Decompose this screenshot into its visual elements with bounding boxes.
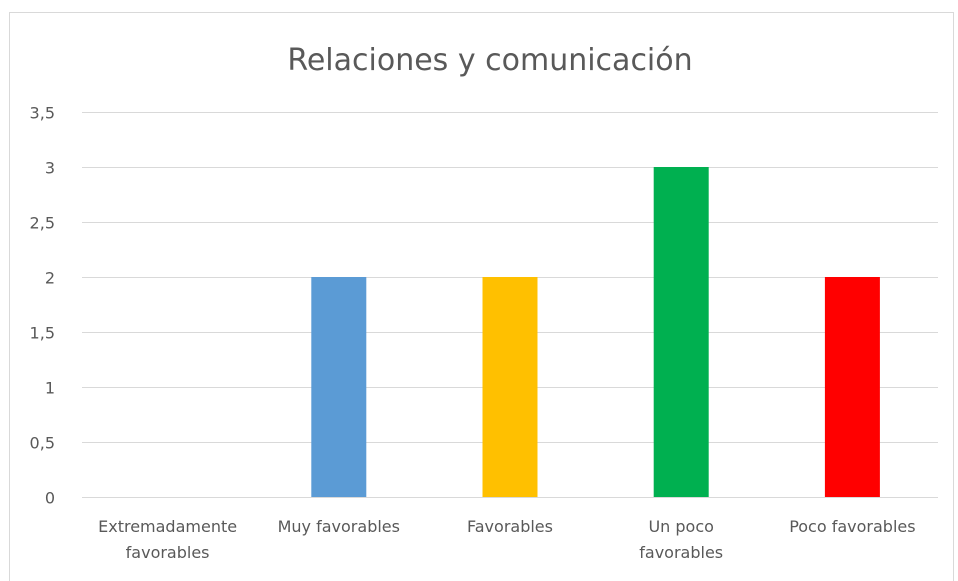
bars: [311, 167, 880, 497]
x-tick-label-line: Favorables: [467, 517, 553, 536]
x-tick-label-line: Poco favorables: [789, 517, 915, 536]
y-tick-label: 1: [45, 379, 55, 398]
y-tick-label: 3,5: [30, 104, 55, 123]
y-tick-label: 2: [45, 269, 55, 288]
chart-title: Relaciones y comunicación: [287, 43, 692, 78]
chart-border: [9, 12, 954, 581]
bar: [311, 277, 367, 497]
x-tick-label-line: favorables: [639, 543, 723, 562]
y-tick-label: 2,5: [30, 214, 55, 233]
x-tick-label: Un poco favorables: [639, 517, 723, 562]
x-tick-label: Poco favorables: [789, 517, 915, 536]
x-tick-label: Favorables: [467, 517, 553, 536]
x-tick-label: Extremadamente favorables: [98, 517, 237, 562]
x-axis-labels: Extremadamente favorables Muy favorables Fa…: [98, 517, 915, 562]
x-tick-label-line: Extremadamente: [98, 517, 237, 536]
x-tick-label: Muy favorables: [278, 517, 400, 536]
bar: [653, 167, 709, 497]
bar: [824, 277, 880, 497]
x-tick-label-line: Un poco: [648, 517, 713, 536]
y-axis-ticks: 0 0,5 1 1,5 2 2,5 3 3,5: [30, 104, 55, 508]
y-tick-label: 3: [45, 159, 55, 178]
y-tick-label: 0: [45, 489, 55, 508]
y-tick-label: 1,5: [30, 324, 55, 343]
x-tick-label-line: favorables: [126, 543, 210, 562]
y-tick-label: 0,5: [30, 434, 55, 453]
bar: [482, 277, 538, 497]
x-tick-label-line: Muy favorables: [278, 517, 400, 536]
